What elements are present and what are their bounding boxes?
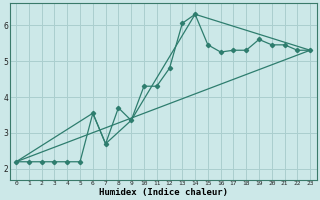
X-axis label: Humidex (Indice chaleur): Humidex (Indice chaleur): [99, 188, 228, 197]
